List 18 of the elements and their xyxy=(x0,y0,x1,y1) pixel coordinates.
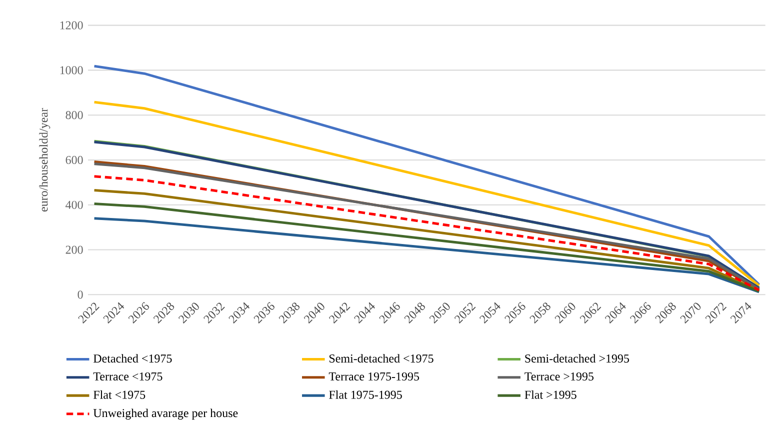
y-tick-label: 400 xyxy=(66,200,83,209)
y-tick-label: 800 xyxy=(66,111,83,120)
y-tick-label: 1000 xyxy=(60,66,83,74)
legend-label: Detached <1975 xyxy=(94,354,172,363)
legend-label: Terrace 1975-1995 xyxy=(328,372,420,381)
legend-label: Semi-detached >1995 xyxy=(525,354,630,363)
y-tick-label: 0 xyxy=(78,290,83,299)
legend-label: Terrace <1975 xyxy=(93,372,162,381)
legend-label: Flat >1995 xyxy=(524,390,576,399)
y-tick-label: 600 xyxy=(66,156,83,164)
y-tick-label: 200 xyxy=(66,246,83,254)
legend-label: Flat 1975-1995 xyxy=(329,390,402,399)
legend-label: Flat <1975 xyxy=(94,390,146,399)
y-tick-label: 1200 xyxy=(60,21,83,30)
legend-label: Terrace >1995 xyxy=(524,372,594,381)
y-axis-title: euro/householdd/year xyxy=(39,108,50,212)
legend-label: Semi-detached <1975 xyxy=(330,354,434,363)
legend-label: Unweighed avarage per house xyxy=(93,408,238,420)
